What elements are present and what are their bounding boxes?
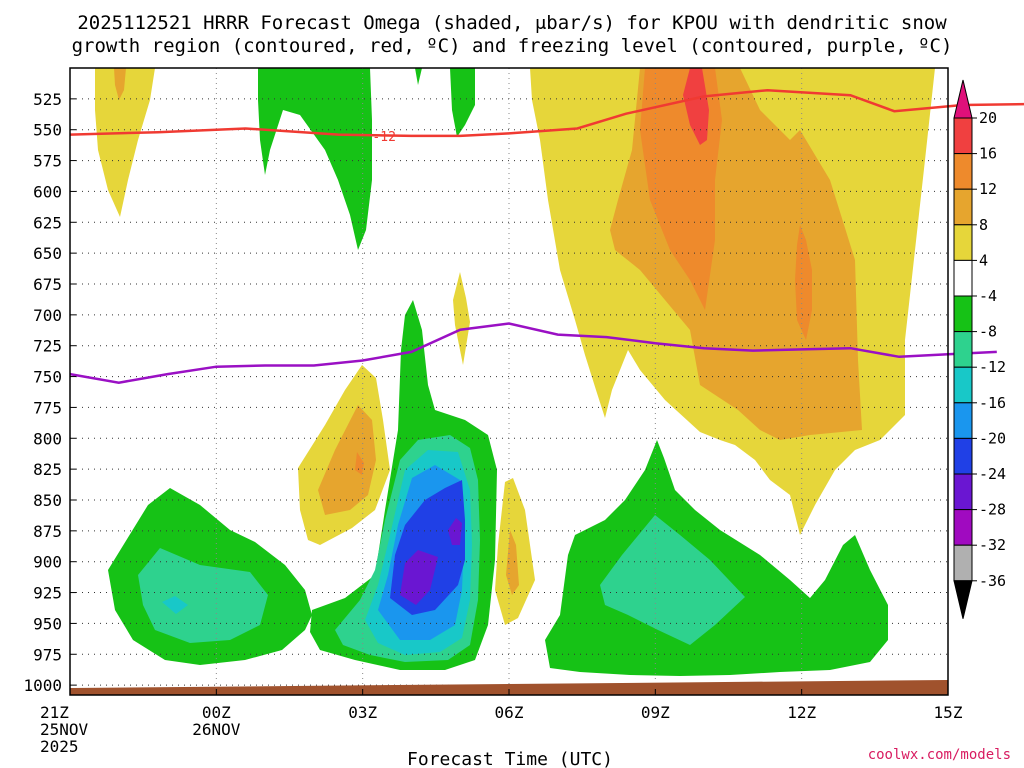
x-tick-label-12Z-0: 12Z (787, 703, 816, 722)
colorbar-label-20: 20 (979, 109, 997, 127)
colorbar-label--28: -28 (979, 501, 1006, 519)
y-tick-label-950: 950 (33, 614, 62, 633)
shade-upper-left-rising-core (114, 68, 126, 100)
colorbar-bin-13 (953, 544, 973, 582)
x-tick-label-03Z-0: 03Z (348, 703, 377, 722)
colorbar-label--8: -8 (979, 323, 997, 341)
colorbar-bin-5 (953, 259, 973, 297)
colorbar-label--24: -24 (979, 465, 1006, 483)
shade-upper-left-rising-area (95, 68, 155, 217)
colorbar-label-12: 12 (979, 180, 997, 198)
x-tick-label-06Z-0: 06Z (495, 703, 524, 722)
colorbar-label--4: -4 (979, 287, 997, 305)
y-tick-label-900: 900 (33, 553, 62, 572)
x-tick-label-21Z-2: 2025 (40, 737, 79, 756)
y-tick-label-825: 825 (33, 460, 62, 479)
colorbar-label--32: -32 (979, 536, 1006, 554)
colorbar-bin-7 (953, 331, 973, 368)
x-tick-label-09Z-0: 09Z (641, 703, 670, 722)
x-tick-label-21Z-1: 25NOV (40, 720, 89, 739)
colorbar-bottom-arrow (953, 580, 973, 619)
y-tick-label-975: 975 (33, 645, 62, 664)
shade-low-level-strong-pocket (355, 452, 364, 475)
colorbar-label-4: 4 (979, 251, 988, 269)
credit-text: coolwx.com/models (868, 747, 1011, 763)
colorbar-bin-1 (953, 117, 973, 155)
omega-shading (95, 68, 935, 676)
shade-right-sinking-area (545, 440, 888, 676)
colorbar-bin-2 (953, 153, 973, 190)
y-tick-label-775: 775 (33, 398, 62, 417)
terrain-fill (70, 680, 948, 695)
shade-right-sinking-core (600, 515, 745, 645)
y-tick-label-725: 725 (33, 337, 62, 356)
y-tick-label-850: 850 (33, 491, 62, 510)
y-tick-label-1000: 1000 (23, 676, 62, 695)
y-tick-label-600: 600 (33, 182, 62, 201)
shade-left-sinking-pocket (162, 596, 188, 614)
colorbar-label--36: -36 (979, 572, 1006, 590)
axes: 525 550 575 600 625 650 675 700 725 750 775 800 825 8… (23, 67, 963, 756)
y-tick-label-575: 575 (33, 152, 62, 171)
y-tick-label-675: 675 (33, 275, 62, 294)
colorbar-label--12: -12 (979, 358, 1006, 376)
y-tick-label-875: 875 (33, 522, 62, 541)
dendritic-growth-contour (69, 88, 1024, 138)
colorbar-label-8: 8 (979, 216, 988, 234)
colorbar-bin-6 (953, 295, 973, 333)
contour-lines: -12 (69, 88, 1024, 384)
colorbar-bin-9 (953, 402, 973, 439)
colorbar-bin-4 (953, 224, 973, 261)
x-tick-label-21Z-0: 21Z (40, 703, 69, 722)
x-tick-label-00Z-0: 00Z (202, 703, 231, 722)
colorbar-label--20: -20 (979, 429, 1006, 447)
y-tick-label-750: 750 (33, 368, 62, 387)
shade-left-sinking-core (138, 548, 268, 643)
shade-strong-rising-pocket (795, 225, 812, 340)
colorbar-bin-3 (953, 188, 973, 226)
freezing-level-contour (69, 322, 997, 384)
colorbar-bin-8 (953, 366, 973, 404)
y-tick-label-550: 550 (33, 121, 62, 140)
colorbar-bin-10 (953, 437, 973, 475)
x-tick-label-00Z-1: 26NOV (192, 720, 241, 739)
dendritic-contour-label: -12 (372, 130, 395, 145)
x-tick-label-15Z-0: 15Z (934, 703, 963, 722)
shade-central-sinking-violet-small (448, 518, 462, 545)
y-tick-label-800: 800 (33, 429, 62, 448)
terrain-ground (70, 680, 948, 695)
colorbar-bin-11 (953, 473, 973, 511)
shade-upper-sinking-streak (450, 68, 475, 137)
shade-upper-sinking-sliver (415, 68, 422, 85)
chart-title-line-1: 2025112521 HRRR Forecast Omega (shaded, … (77, 12, 947, 34)
y-tick-label-925: 925 (33, 584, 62, 603)
y-tick-label-700: 700 (33, 306, 62, 325)
colorbar: 20 16 12 8 4 -4 -8 -12 -16 -20 -24 -28 -32 -36 (953, 79, 1006, 619)
colorbar-label-16: 16 (979, 145, 997, 163)
y-tick-label-525: 525 (33, 90, 62, 109)
x-axis-label: Forecast Time (UTC) (407, 749, 613, 768)
shade-upper-sinking-area (258, 68, 372, 250)
colorbar-bin-12 (953, 509, 973, 546)
y-tick-label-650: 650 (33, 244, 62, 263)
colorbar-top-arrow (953, 79, 973, 119)
chart-title-line-2: growth region (contoured, red, ºC) and f… (72, 35, 953, 57)
y-tick-label-625: 625 (33, 213, 62, 232)
shade-max-rising-core (683, 68, 709, 145)
colorbar-label--16: -16 (979, 394, 1006, 412)
shade-central-sinking-violet (400, 550, 438, 605)
shade-narrow-rising-streak (453, 272, 470, 365)
shade-low-level-moderate-area (318, 405, 376, 515)
